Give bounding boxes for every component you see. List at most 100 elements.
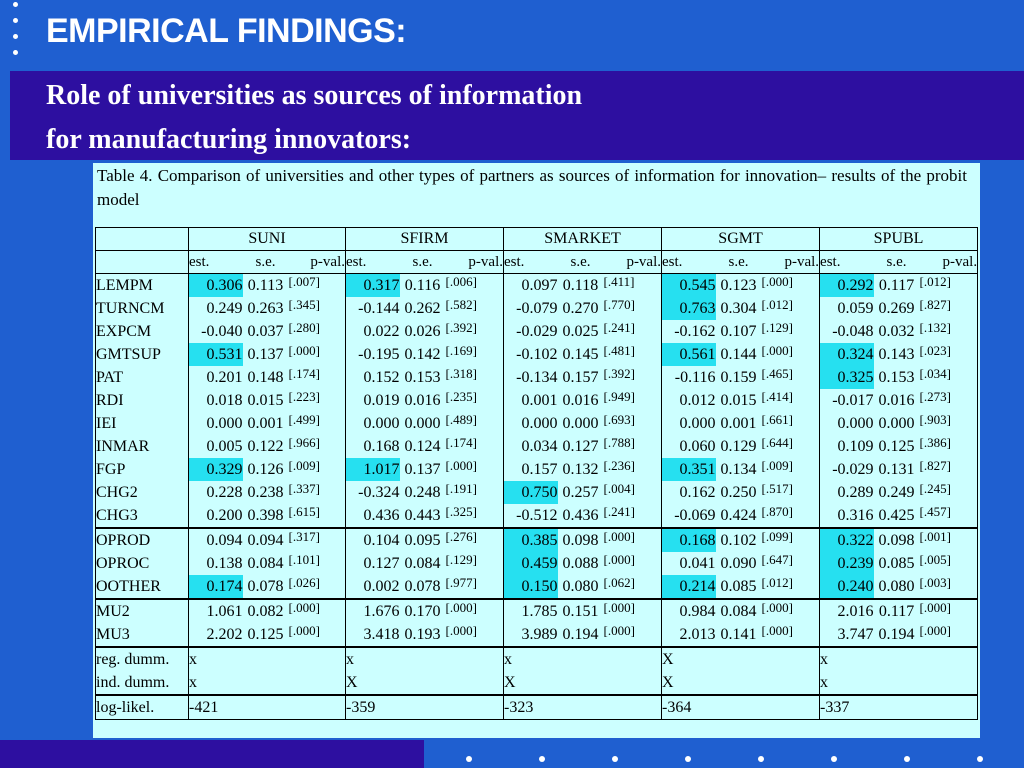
empty-cell (288, 671, 346, 695)
estimate-cell: 0.005 (206, 437, 243, 455)
estimate-cell: -0.069 (674, 506, 716, 524)
estimate-cell: -0.102 (516, 345, 558, 363)
pvalue-cell: [.000] (445, 598, 504, 623)
estimate-cell: 0.168 (363, 437, 400, 455)
dummy-mark-cell: x (819, 646, 874, 671)
estimate-cell: -0.029 (832, 460, 874, 478)
std-error-cell: 0.016 (562, 391, 599, 409)
table-row: GMTSUP 0.531 0.137 [.000] -0.195 0.142 [.169] -… (95, 343, 979, 366)
pvalue-cell: [.012] (919, 273, 979, 297)
table-row: OOTHER 0.174 0.078 [.026] 0.002 0.078 [.977] 0.… (95, 575, 979, 599)
pvalue-cell: [.392] (603, 366, 663, 389)
pvalue-cell: [.005] (919, 552, 979, 575)
row-label: RDI (95, 389, 189, 412)
std-error-cell: 0.127 (562, 437, 599, 455)
dummy-mark-cell: X (504, 673, 516, 691)
estimate-cell: 0.059 (837, 299, 874, 317)
decorative-dot (539, 756, 545, 762)
estimate-cell: 0.322 (819, 527, 874, 552)
std-error-cell: 0.134 (720, 460, 757, 478)
row-label: INMAR (95, 435, 189, 458)
std-error-cell: 0.107 (720, 322, 757, 340)
loglik-cell: -323 (503, 694, 558, 720)
estimate-cell: 0.000 (679, 414, 716, 432)
estimate-cell: 0.012 (679, 391, 716, 409)
decorative-dot (685, 756, 691, 762)
pval-header: p-val. (288, 250, 346, 274)
pvalue-cell: [.235] (445, 389, 504, 412)
std-error-cell: 0.037 (247, 322, 284, 340)
std-error-cell: 0.078 (404, 577, 441, 595)
estimate-cell: 0.351 (661, 458, 716, 481)
pvalue-cell: [.004] (603, 481, 663, 504)
slide-subtitle: Role of universities as sources of infor… (46, 74, 582, 162)
empty-cell (288, 694, 346, 720)
estimate-cell: 0.531 (188, 343, 243, 366)
std-error-cell: 0.250 (720, 483, 757, 501)
pvalue-cell: [.000] (288, 343, 346, 366)
dummy-mark-cell: x (820, 673, 829, 691)
estimate-cell: 0.436 (363, 506, 400, 524)
std-error-cell: 0.025 (562, 322, 599, 340)
std-error-cell: 0.026 (404, 322, 441, 340)
decorative-dot (977, 756, 983, 762)
std-error-cell: 0.001 (720, 414, 757, 432)
std-error-cell: 0.084 (715, 598, 762, 623)
pvalue-cell: [.006] (445, 273, 504, 297)
row-label: LEMPM (95, 273, 189, 297)
pvalue-cell: [.000] (761, 623, 821, 647)
pvalue-cell: [.517] (761, 481, 821, 504)
decorative-dot (831, 756, 837, 762)
std-error-cell: 0.145 (562, 345, 599, 363)
estimate-cell: -0.144 (358, 299, 400, 317)
pvalue-cell: [.318] (445, 366, 504, 389)
probit-results-table: SUNI SFIRM SMARKET SGMT SPUBL est. s.e. p-val.… (95, 227, 979, 720)
dummy-mark-cell: X (346, 673, 358, 691)
estimate-cell: 0.240 (819, 575, 874, 599)
pvalue-cell: [.129] (761, 320, 821, 343)
decorative-dot (904, 756, 910, 762)
estimate-cell: 3.989 (521, 625, 558, 643)
std-error-cell: 0.141 (720, 625, 757, 643)
empty-cell (919, 646, 979, 671)
empty-cell (761, 671, 821, 695)
empty-cell (873, 646, 920, 671)
loglik-cell: -421 (188, 694, 243, 720)
estimate-cell: 0.174 (188, 575, 243, 599)
table-row: EXPCM -0.040 0.037 [.280] 0.022 0.026 [.392] -0… (95, 320, 979, 343)
empty-cell (558, 671, 604, 695)
estimate-cell: 0.750 (503, 481, 558, 504)
empty-cell (242, 646, 289, 671)
estimate-cell: 0.104 (345, 527, 400, 552)
subtitle-line-2: for manufacturing innovators: (46, 124, 412, 155)
row-label: log-likel. (95, 694, 189, 720)
dummy-mark-cell: x (345, 646, 400, 671)
estimate-cell: 1.017 (345, 458, 400, 481)
table-row: INMAR 0.005 0.122 [.966] 0.168 0.124 [.174] 0.0… (95, 435, 979, 458)
pvalue-cell: [.966] (288, 435, 346, 458)
pvalue-cell: [.788] (603, 435, 663, 458)
std-error-cell: 0.000 (878, 414, 915, 432)
table-row: RDI 0.018 0.015 [.223] 0.019 0.016 [.235] 0.001… (95, 389, 979, 412)
estimate-cell: 0.109 (837, 437, 874, 455)
estimate-cell: 0.157 (521, 460, 558, 478)
std-error-cell: 0.131 (878, 460, 915, 478)
column-group-header: SUNI (188, 227, 346, 251)
std-error-cell: 0.137 (247, 345, 284, 363)
empty-cell (919, 694, 979, 720)
estimate-cell: 0.001 (521, 391, 558, 409)
pvalue-cell: [.000] (919, 598, 979, 623)
std-error-cell: 0.157 (562, 368, 599, 386)
table-row: TURNCM 0.249 0.263 [.345] -0.144 0.262 [.582] -… (95, 297, 979, 320)
std-error-cell: 0.000 (404, 414, 441, 432)
pvalue-cell: [.457] (919, 504, 979, 528)
std-error-cell: 0.443 (404, 506, 441, 524)
std-error-cell: 0.248 (404, 483, 441, 501)
row-label: MU2 (95, 598, 189, 623)
std-error-cell: 0.159 (720, 368, 757, 386)
pvalue-cell: [.101] (288, 552, 346, 575)
table-row: OPROC 0.138 0.084 [.101] 0.127 0.084 [.129] 0.4… (95, 552, 979, 575)
se-header: s.e. (557, 250, 604, 274)
pvalue-cell: [.000] (603, 552, 663, 575)
